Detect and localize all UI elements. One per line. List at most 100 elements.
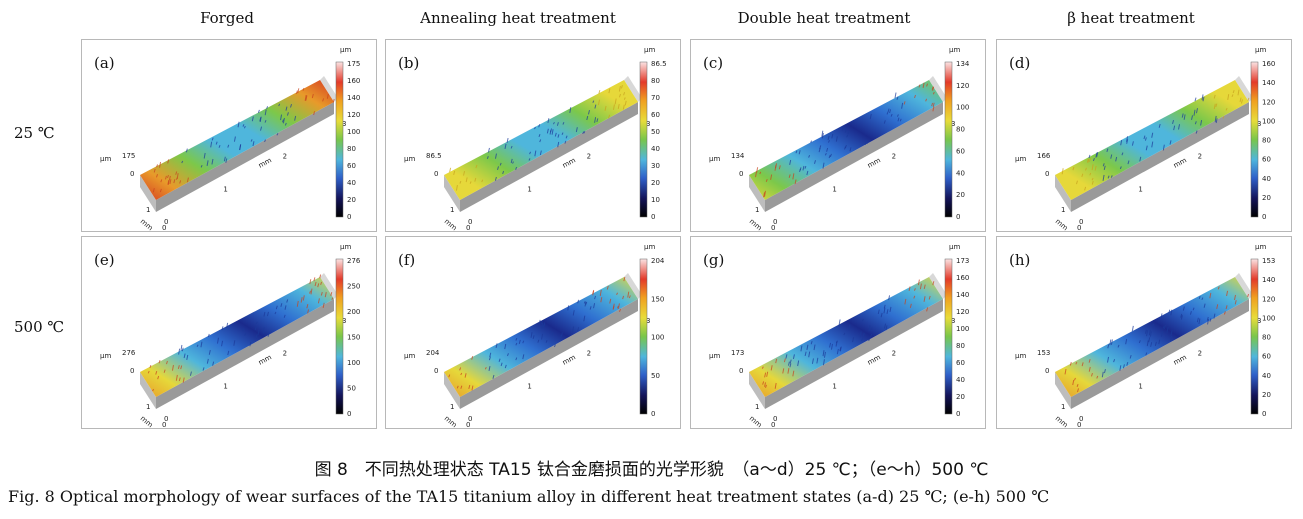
colorbar-tick-label: 0 <box>347 410 351 418</box>
surface-peak <box>884 323 887 329</box>
surface-peak <box>264 139 266 143</box>
surface-peak <box>310 288 313 295</box>
surface-peak <box>463 171 466 176</box>
surface-peak <box>763 192 766 198</box>
profile-panel-a: (a) μm 175 0 0 1 2 3 mm 1 0 mm μm 175 160 140 120 100 80 60… <box>81 39 377 232</box>
slab-left-wall <box>1055 175 1071 212</box>
surface-peak <box>792 173 795 180</box>
z-axis-max-label: 134 <box>731 152 745 160</box>
surface-peak <box>1231 94 1234 97</box>
colorbar-tick-label: 153 <box>1262 257 1275 265</box>
surface-peak <box>189 371 192 376</box>
surface-peak <box>200 164 203 168</box>
surface-peak <box>317 283 320 288</box>
y-axis-unit: mm <box>748 414 764 429</box>
profile-panel-g: (g) μm 173 0 0 1 2 3 mm 1 0 mm μm 173 160 140 120 100 80 60… <box>690 236 986 429</box>
surface-peak <box>1166 327 1169 334</box>
y-tick-label: 0 <box>771 421 775 429</box>
colorbar-tick-label: 200 <box>347 308 360 316</box>
surface-peak <box>914 94 916 99</box>
surface-peak <box>243 125 246 129</box>
surface-peak <box>1191 115 1194 121</box>
surface-peak <box>456 385 459 389</box>
surface-peak <box>896 96 899 100</box>
surface-peak <box>804 351 807 357</box>
surface-peak <box>1088 154 1091 159</box>
colorbar-tick-label: 40 <box>956 376 965 384</box>
z-axis-max-label: 276 <box>122 349 136 357</box>
colorbar-tick-label: 70 <box>651 94 660 102</box>
surface-peak <box>502 170 505 175</box>
colorbar-tick-label: 175 <box>347 60 360 68</box>
surface-peak <box>251 116 254 122</box>
surface-peak <box>1203 303 1206 308</box>
surface-peak <box>538 134 541 138</box>
surface-peak <box>618 85 621 92</box>
surface-peak <box>250 139 253 142</box>
surface-peak <box>608 88 611 94</box>
colorbar-tick-label: 160 <box>347 77 360 85</box>
surface-peak <box>577 299 580 304</box>
surface-peak <box>497 166 499 171</box>
surface-peak <box>756 167 759 173</box>
y-tick-label: 1 <box>1061 403 1065 411</box>
surface-peak <box>806 170 809 176</box>
surface-peak <box>1109 339 1112 346</box>
surface-peak <box>529 151 532 155</box>
surface-peak <box>1239 97 1242 102</box>
slab-left-wall <box>749 372 765 409</box>
colorbar-tick-label: 80 <box>956 342 965 350</box>
surface-peak <box>890 113 893 117</box>
colorbar-unit: μm <box>1255 243 1266 251</box>
surface-peak <box>792 370 795 377</box>
surface-peak <box>263 311 266 317</box>
surface-peak <box>828 155 831 159</box>
surface-peak <box>1192 307 1195 311</box>
slab-left-wall <box>140 372 156 409</box>
surface-peak <box>1169 140 1172 145</box>
surface-peak <box>822 162 825 169</box>
colorbar-tick-label: 60 <box>956 147 965 155</box>
x-axis-unit: mm <box>866 353 882 367</box>
surface-peak <box>221 326 224 331</box>
surface-peak <box>455 184 458 191</box>
surface-peak <box>1215 103 1218 108</box>
surface-peak <box>802 165 805 171</box>
surface-peak <box>862 332 865 338</box>
colorbar <box>639 258 648 415</box>
surface-peak <box>180 344 183 351</box>
surface-peak <box>313 111 316 116</box>
slab-front-wall <box>156 102 334 212</box>
surface-peak <box>551 332 554 336</box>
surface-peak <box>330 291 333 297</box>
slab-back-wall <box>320 273 338 299</box>
surface-peak <box>897 117 900 122</box>
slab-front-wall <box>156 299 334 409</box>
surface-peak <box>465 177 468 183</box>
surface-peak <box>542 325 545 329</box>
surface-peak <box>249 341 252 347</box>
surface-peak <box>302 295 305 301</box>
surface-peak <box>797 360 800 367</box>
surface-peak <box>167 159 170 164</box>
x-tick-label: 1 <box>832 185 836 193</box>
surface-peak <box>788 174 791 178</box>
surface-peak <box>515 357 518 361</box>
y-tick-label: 0 <box>771 224 775 232</box>
colorbar-tick-label: 60 <box>347 162 356 170</box>
panel-label: (f) <box>398 251 416 269</box>
surface-peak <box>212 361 215 366</box>
slab-front-wall <box>1071 102 1249 212</box>
surface-peak <box>186 354 189 360</box>
surface-peak <box>257 109 260 113</box>
surface-peak <box>1206 316 1209 321</box>
surface-peak <box>541 333 544 340</box>
colorbar-tick-label: 0 <box>651 213 655 221</box>
surface-peak <box>538 319 541 325</box>
surface-peak <box>322 302 325 308</box>
colorbar <box>944 258 953 415</box>
surface-peak <box>868 338 871 342</box>
surface-peak <box>499 162 502 166</box>
surface-peak <box>1151 141 1154 148</box>
